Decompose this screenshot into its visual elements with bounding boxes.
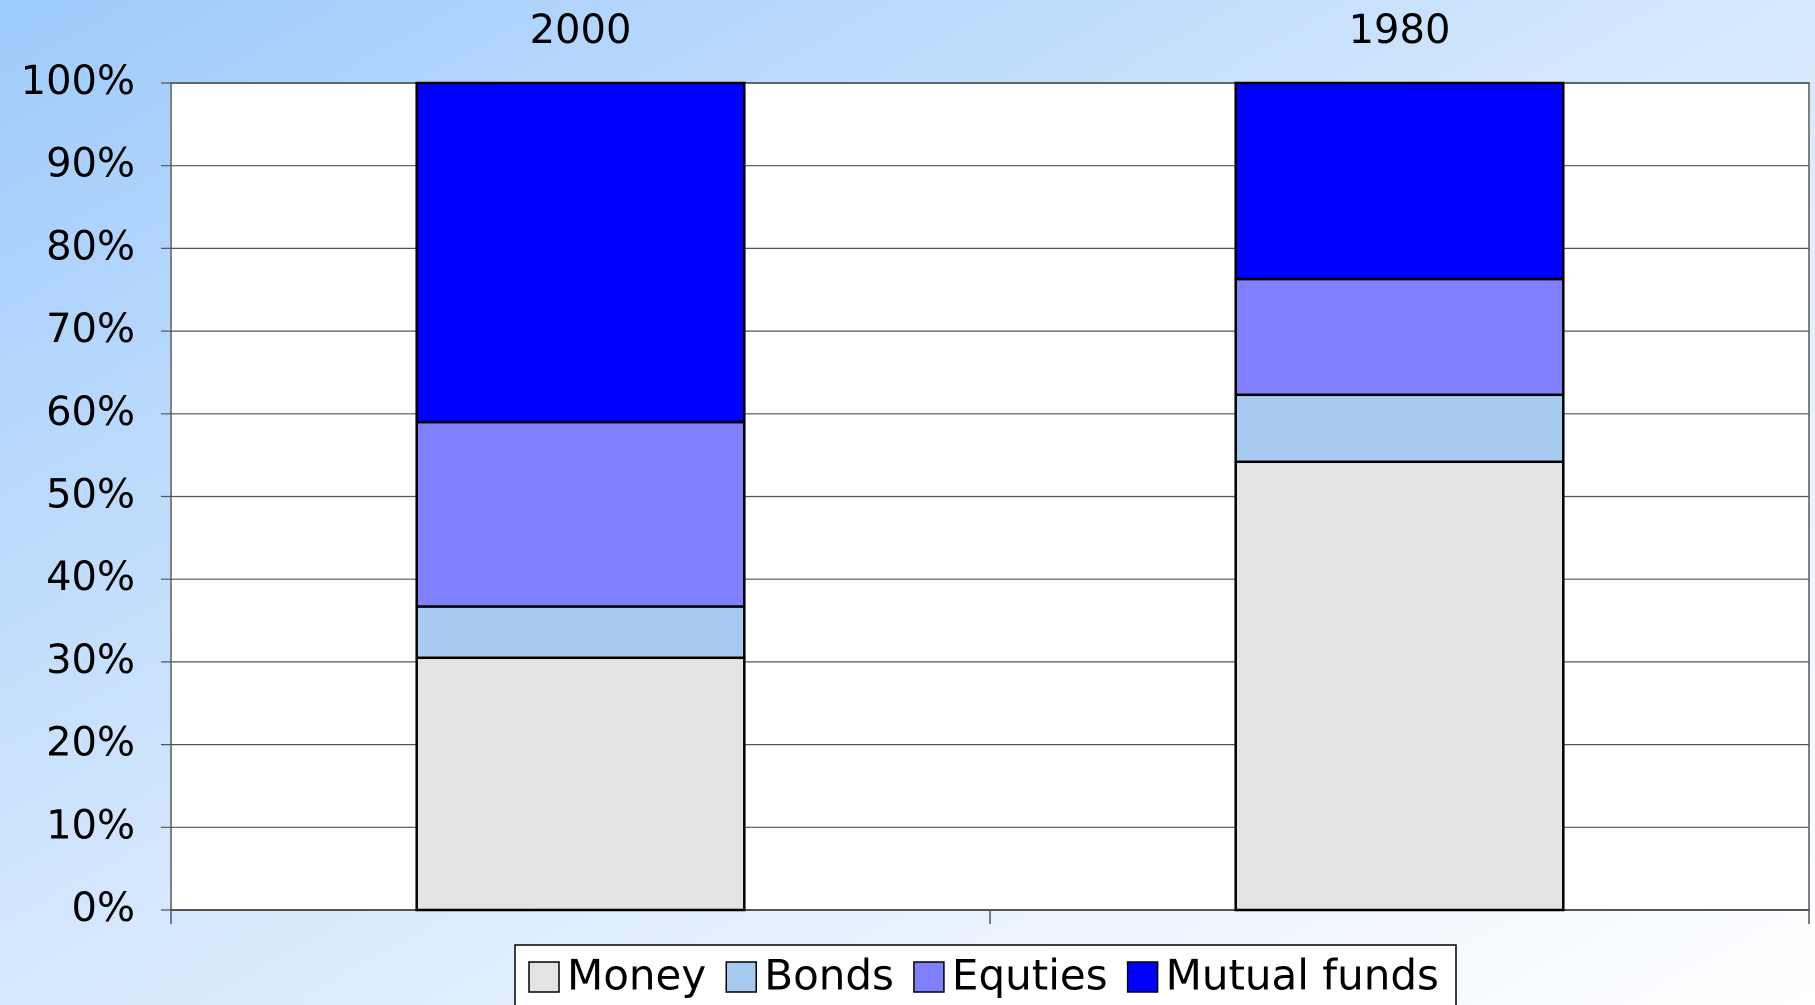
y-tick-label: 100% [21, 58, 135, 104]
legend-label: Mutual funds [1166, 951, 1439, 1000]
y-tick-label: 70% [46, 306, 135, 352]
bar-segment [1234, 460, 1565, 912]
legend-label: Equties [952, 951, 1108, 1000]
y-tick-label: 0% [72, 885, 135, 931]
y-tick-label: 30% [46, 637, 135, 683]
legend-swatch [1126, 961, 1159, 993]
bar-segment [415, 420, 746, 608]
category-label: 1980 [1349, 7, 1451, 53]
legend-label: Bonds [764, 951, 894, 1000]
bar-segment [1234, 277, 1565, 397]
legend-swatch [528, 961, 560, 993]
y-tick-label: 10% [46, 802, 135, 848]
legend-label: Money [567, 951, 706, 1000]
bar-segment [415, 656, 746, 912]
y-tick-label: 60% [46, 389, 135, 435]
legend [514, 944, 1457, 1005]
bar-segment [415, 605, 746, 660]
legend-swatch [913, 961, 945, 993]
bar-segment [415, 81, 746, 424]
y-tick-label: 40% [46, 554, 135, 600]
y-tick-label: 20% [46, 720, 135, 766]
legend-swatch [725, 961, 757, 993]
y-tick-label: 90% [46, 141, 135, 187]
category-label: 2000 [530, 7, 632, 53]
bar-segment [1234, 81, 1565, 281]
y-tick-label: 50% [46, 472, 135, 518]
y-tick-label: 80% [46, 223, 135, 269]
bar-segment [1234, 393, 1565, 464]
